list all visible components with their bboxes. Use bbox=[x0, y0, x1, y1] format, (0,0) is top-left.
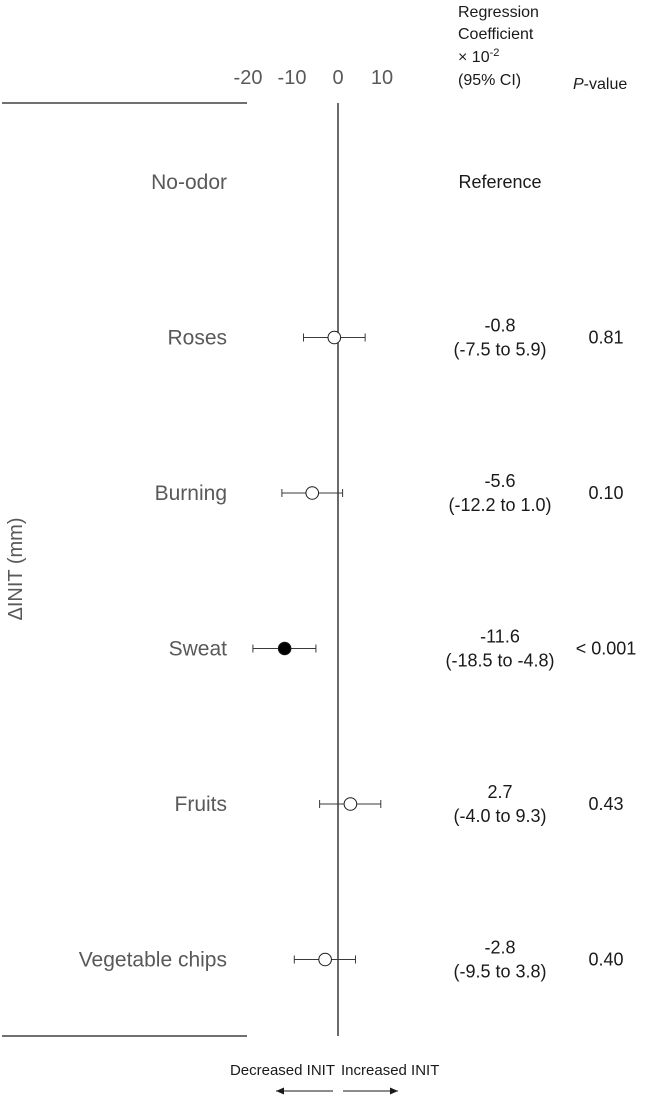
forest-row: Sweat -11.6 (-18.5 to -4.8) < 0.001 bbox=[169, 627, 637, 671]
row-label: Burning bbox=[155, 482, 227, 505]
x-tick-label: 10 bbox=[371, 67, 393, 89]
coef-ci: (-12.2 to 1.0) bbox=[448, 495, 551, 515]
coef-value: -11.6 bbox=[480, 627, 520, 647]
point-estimate bbox=[318, 952, 332, 967]
direction-left-arrow bbox=[276, 1087, 333, 1095]
row-label: Sweat bbox=[169, 638, 228, 661]
coef-ci: (-18.5 to -4.8) bbox=[445, 651, 554, 671]
p-value: 0.10 bbox=[588, 483, 623, 503]
coef-value: 2.7 bbox=[487, 782, 512, 802]
p-value: < 0.001 bbox=[576, 639, 637, 659]
point-estimate bbox=[343, 797, 358, 811]
y-axis-title: ΔINIT (mm) bbox=[5, 518, 27, 621]
forest-row: Roses -0.8 (-7.5 to 5.9) 0.81 bbox=[167, 316, 623, 360]
coef-header-line4: (95% CI) bbox=[458, 72, 521, 89]
p-value-header-italic: P bbox=[573, 76, 584, 93]
coef-value: Reference bbox=[458, 172, 541, 192]
x-tick-label: 0 bbox=[332, 67, 343, 89]
coef-header-line2: Coefficient bbox=[458, 26, 534, 43]
p-value-header: P-value bbox=[573, 76, 627, 93]
forest-row: Fruits 2.7 (-4.0 to 9.3) 0.43 bbox=[175, 782, 624, 826]
coef-value: -0.8 bbox=[484, 316, 515, 336]
coef-ci: (-7.5 to 5.9) bbox=[453, 340, 546, 360]
direction-right-label: Increased INIT bbox=[341, 1062, 439, 1079]
row-label: Fruits bbox=[175, 793, 228, 816]
forest-row: No-odor Reference bbox=[151, 171, 541, 194]
row-label: Vegetable chips bbox=[79, 949, 227, 972]
x-tick-label: -20 bbox=[234, 67, 263, 89]
p-value: 0.43 bbox=[588, 794, 623, 814]
coef-header-exponent: -2 bbox=[490, 47, 500, 59]
row-label: No-odor bbox=[151, 171, 227, 194]
point-estimate bbox=[277, 641, 292, 656]
coef-header-multiplier: × 10 bbox=[458, 49, 490, 66]
coef-value: -5.6 bbox=[484, 471, 515, 491]
point-estimate bbox=[305, 486, 320, 500]
x-tick-label: -10 bbox=[278, 67, 307, 89]
forest-row: Vegetable chips -2.8 (-9.5 to 3.8) 0.40 bbox=[79, 938, 624, 982]
coef-ci: (-4.0 to 9.3) bbox=[453, 806, 546, 826]
point-estimate bbox=[327, 330, 342, 345]
coef-header-line3: × 10-2 bbox=[458, 47, 499, 66]
x-tick-labels: -20 -10 0 10 bbox=[234, 67, 394, 89]
forest-rows: No-odor Reference Roses -0.8 (-7.5 to 5.9) 0.… bbox=[79, 171, 637, 982]
p-value-header-rest: -value bbox=[584, 76, 628, 93]
direction-left-label: Decreased INIT bbox=[230, 1062, 335, 1079]
p-value: 0.40 bbox=[588, 950, 623, 970]
direction-right-arrow bbox=[343, 1087, 398, 1095]
coef-ci: (-9.5 to 3.8) bbox=[453, 962, 546, 982]
forest-row: Burning -5.6 (-12.2 to 1.0) 0.10 bbox=[155, 471, 624, 515]
coef-value: -2.8 bbox=[484, 938, 515, 958]
coef-header-line1: Regression bbox=[458, 4, 539, 21]
row-label: Roses bbox=[167, 327, 227, 350]
p-value: 0.81 bbox=[588, 328, 623, 348]
